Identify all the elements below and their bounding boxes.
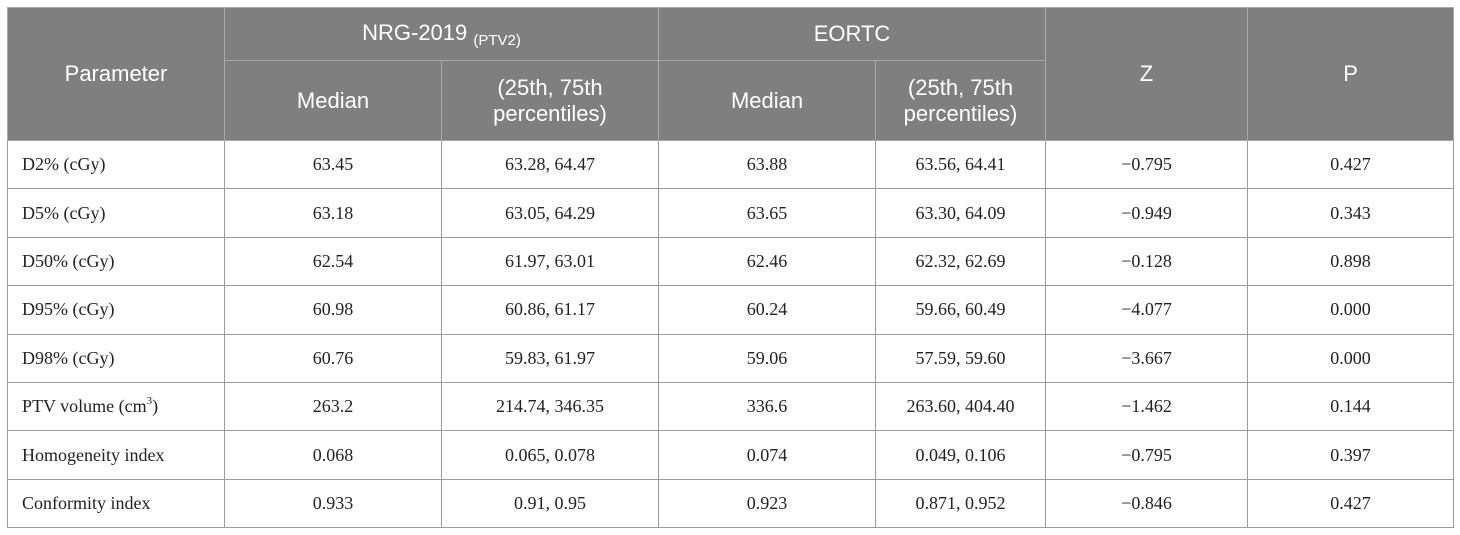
cell-z: −0.795 [1045, 139, 1249, 190]
cell-z: −0.128 [1045, 236, 1249, 287]
cell-eortc-percentiles: 59.66, 60.49 [875, 285, 1047, 335]
cell-z: −4.077 [1045, 285, 1249, 335]
header-group-eortc: EORTC [658, 7, 1047, 61]
cell-parameter: D98% (cGy) [7, 333, 225, 383]
header-group-nrg: NRG-2019 (PTV2) [223, 7, 660, 61]
header-percentiles-line2: percentiles) [903, 100, 1018, 126]
cell-p: 0.397 [1247, 430, 1455, 480]
cell-eortc-percentiles: 57.59, 59.60 [875, 333, 1047, 383]
cell-parameter: Conformity index [7, 478, 225, 529]
header-percentiles-line1: (25th, 75th [907, 74, 1014, 100]
cell-nrg-median: 63.18 [224, 188, 442, 238]
cell-eortc-median: 62.46 [658, 236, 877, 287]
table-row: D98% (cGy) 60.76 59.83, 61.97 59.06 57.5… [7, 333, 1455, 383]
cell-nrg-median: 60.98 [224, 285, 442, 335]
cell-eortc-percentiles: 0.871, 0.952 [875, 478, 1047, 529]
cell-eortc-median: 0.074 [658, 430, 877, 480]
cell-eortc-percentiles: 63.56, 64.41 [875, 139, 1047, 190]
header-percentiles-line2: percentiles) [493, 100, 607, 126]
cell-eortc-percentiles: 0.049, 0.106 [875, 430, 1047, 480]
cell-parameter: D2% (cGy) [7, 139, 225, 190]
cell-p: 0.000 [1247, 333, 1455, 383]
table-row: Conformity index 0.933 0.91, 0.95 0.923 … [7, 478, 1455, 529]
cell-z: −1.462 [1045, 381, 1249, 432]
cell-nrg-median: 0.068 [224, 430, 442, 480]
cell-p: 0.898 [1247, 236, 1455, 287]
cell-parameter: D95% (cGy) [7, 285, 225, 335]
cell-z: −0.949 [1045, 188, 1249, 238]
cell-eortc-median: 60.24 [658, 285, 877, 335]
cell-nrg-median: 62.54 [224, 236, 442, 287]
cell-parameter: D5% (cGy) [7, 188, 225, 238]
table-container: Parameter NRG-2019 (PTV2) EORTC Z P Medi… [7, 7, 1455, 529]
cell-param: D98% (cGy) [22, 347, 115, 368]
cell-nrg-percentiles: 0.065, 0.078 [440, 430, 660, 480]
table-header: Parameter NRG-2019 (PTV2) EORTC Z P Medi… [7, 7, 1455, 141]
cell-nrg-percentiles: 214.74, 346.35 [440, 381, 660, 432]
cell-param: Homogeneity index [22, 444, 165, 465]
header-group-nrg-sub: (PTV2) [473, 31, 521, 49]
cell-p: 0.427 [1247, 139, 1455, 190]
header-group-nrg-name: NRG-2019 [362, 19, 468, 45]
cell-sup: 3 [146, 395, 153, 408]
header-eortc-median: Median [658, 60, 877, 141]
table-row: Homogeneity index 0.068 0.065, 0.078 0.0… [7, 430, 1455, 480]
cell-param: D5% (cGy) [22, 202, 106, 223]
table-row: D95% (cGy) 60.98 60.86, 61.17 60.24 59.6… [7, 285, 1455, 335]
cell-parameter: Homogeneity index [7, 430, 225, 480]
cell-nrg-median: 0.933 [224, 478, 442, 529]
cell-eortc-percentiles: 63.30, 64.09 [875, 188, 1047, 238]
cell-nrg-percentiles: 60.86, 61.17 [440, 285, 660, 335]
cell-p: 0.427 [1247, 478, 1455, 529]
cell-nrg-percentiles: 59.83, 61.97 [440, 333, 660, 383]
cell-nrg-median: 263.2 [224, 381, 442, 432]
table-body: D2% (cGy) 63.45 63.28, 64.47 63.88 63.56… [7, 139, 1455, 529]
table-row: D5% (cGy) 63.18 63.05, 64.29 63.65 63.30… [7, 188, 1455, 238]
cell-nrg-percentiles: 61.97, 63.01 [440, 236, 660, 287]
cell-nrg-median: 63.45 [224, 139, 442, 190]
header-nrg-median: Median [224, 60, 442, 141]
cell-eortc-median: 63.88 [658, 139, 877, 190]
cell-z: −0.795 [1045, 430, 1249, 480]
cell-eortc-median: 0.923 [658, 478, 877, 529]
cell-nrg-median: 60.76 [224, 333, 442, 383]
table-row: PTV volume (cm3) 263.2 214.74, 346.35 33… [7, 381, 1455, 432]
header-p: P [1247, 7, 1455, 141]
cell-z: −0.846 [1045, 478, 1249, 529]
header-percentiles-line1: (25th, 75th [497, 74, 603, 100]
header-parameter: Parameter [7, 7, 225, 141]
cell-eortc-median: 63.65 [658, 188, 877, 238]
cell-nrg-percentiles: 63.28, 64.47 [440, 139, 660, 190]
dose-comparison-table: Parameter NRG-2019 (PTV2) EORTC Z P Medi… [7, 7, 1455, 529]
cell-p: 0.144 [1247, 381, 1455, 432]
cell-param: D2% (cGy) [22, 154, 106, 175]
table-row: D2% (cGy) 63.45 63.28, 64.47 63.88 63.56… [7, 139, 1455, 190]
header-eortc-percentiles: (25th, 75th percentiles) [875, 60, 1047, 141]
header-z: Z [1045, 7, 1249, 141]
cell-eortc-percentiles: 62.32, 62.69 [875, 236, 1047, 287]
table-row: D50% (cGy) 62.54 61.97, 63.01 62.46 62.3… [7, 236, 1455, 287]
cell-z: −3.667 [1045, 333, 1249, 383]
cell-p: 0.343 [1247, 188, 1455, 238]
cell-param: PTV volume (cm [22, 396, 147, 417]
cell-param: Conformity index [22, 492, 151, 513]
header-nrg-percentiles: (25th, 75th percentiles) [440, 60, 660, 141]
cell-eortc-percentiles: 263.60, 404.40 [875, 381, 1047, 432]
cell-nrg-percentiles: 63.05, 64.29 [440, 188, 660, 238]
cell-eortc-median: 336.6 [658, 381, 877, 432]
cell-parameter: D50% (cGy) [7, 236, 225, 287]
cell-eortc-median: 59.06 [658, 333, 877, 383]
cell-param: D50% (cGy) [22, 250, 115, 271]
cell-parameter: PTV volume (cm3) [7, 381, 225, 432]
cell-param-tail: ) [152, 396, 159, 417]
cell-param: D95% (cGy) [22, 299, 115, 320]
cell-nrg-percentiles: 0.91, 0.95 [440, 478, 660, 529]
cell-p: 0.000 [1247, 285, 1455, 335]
